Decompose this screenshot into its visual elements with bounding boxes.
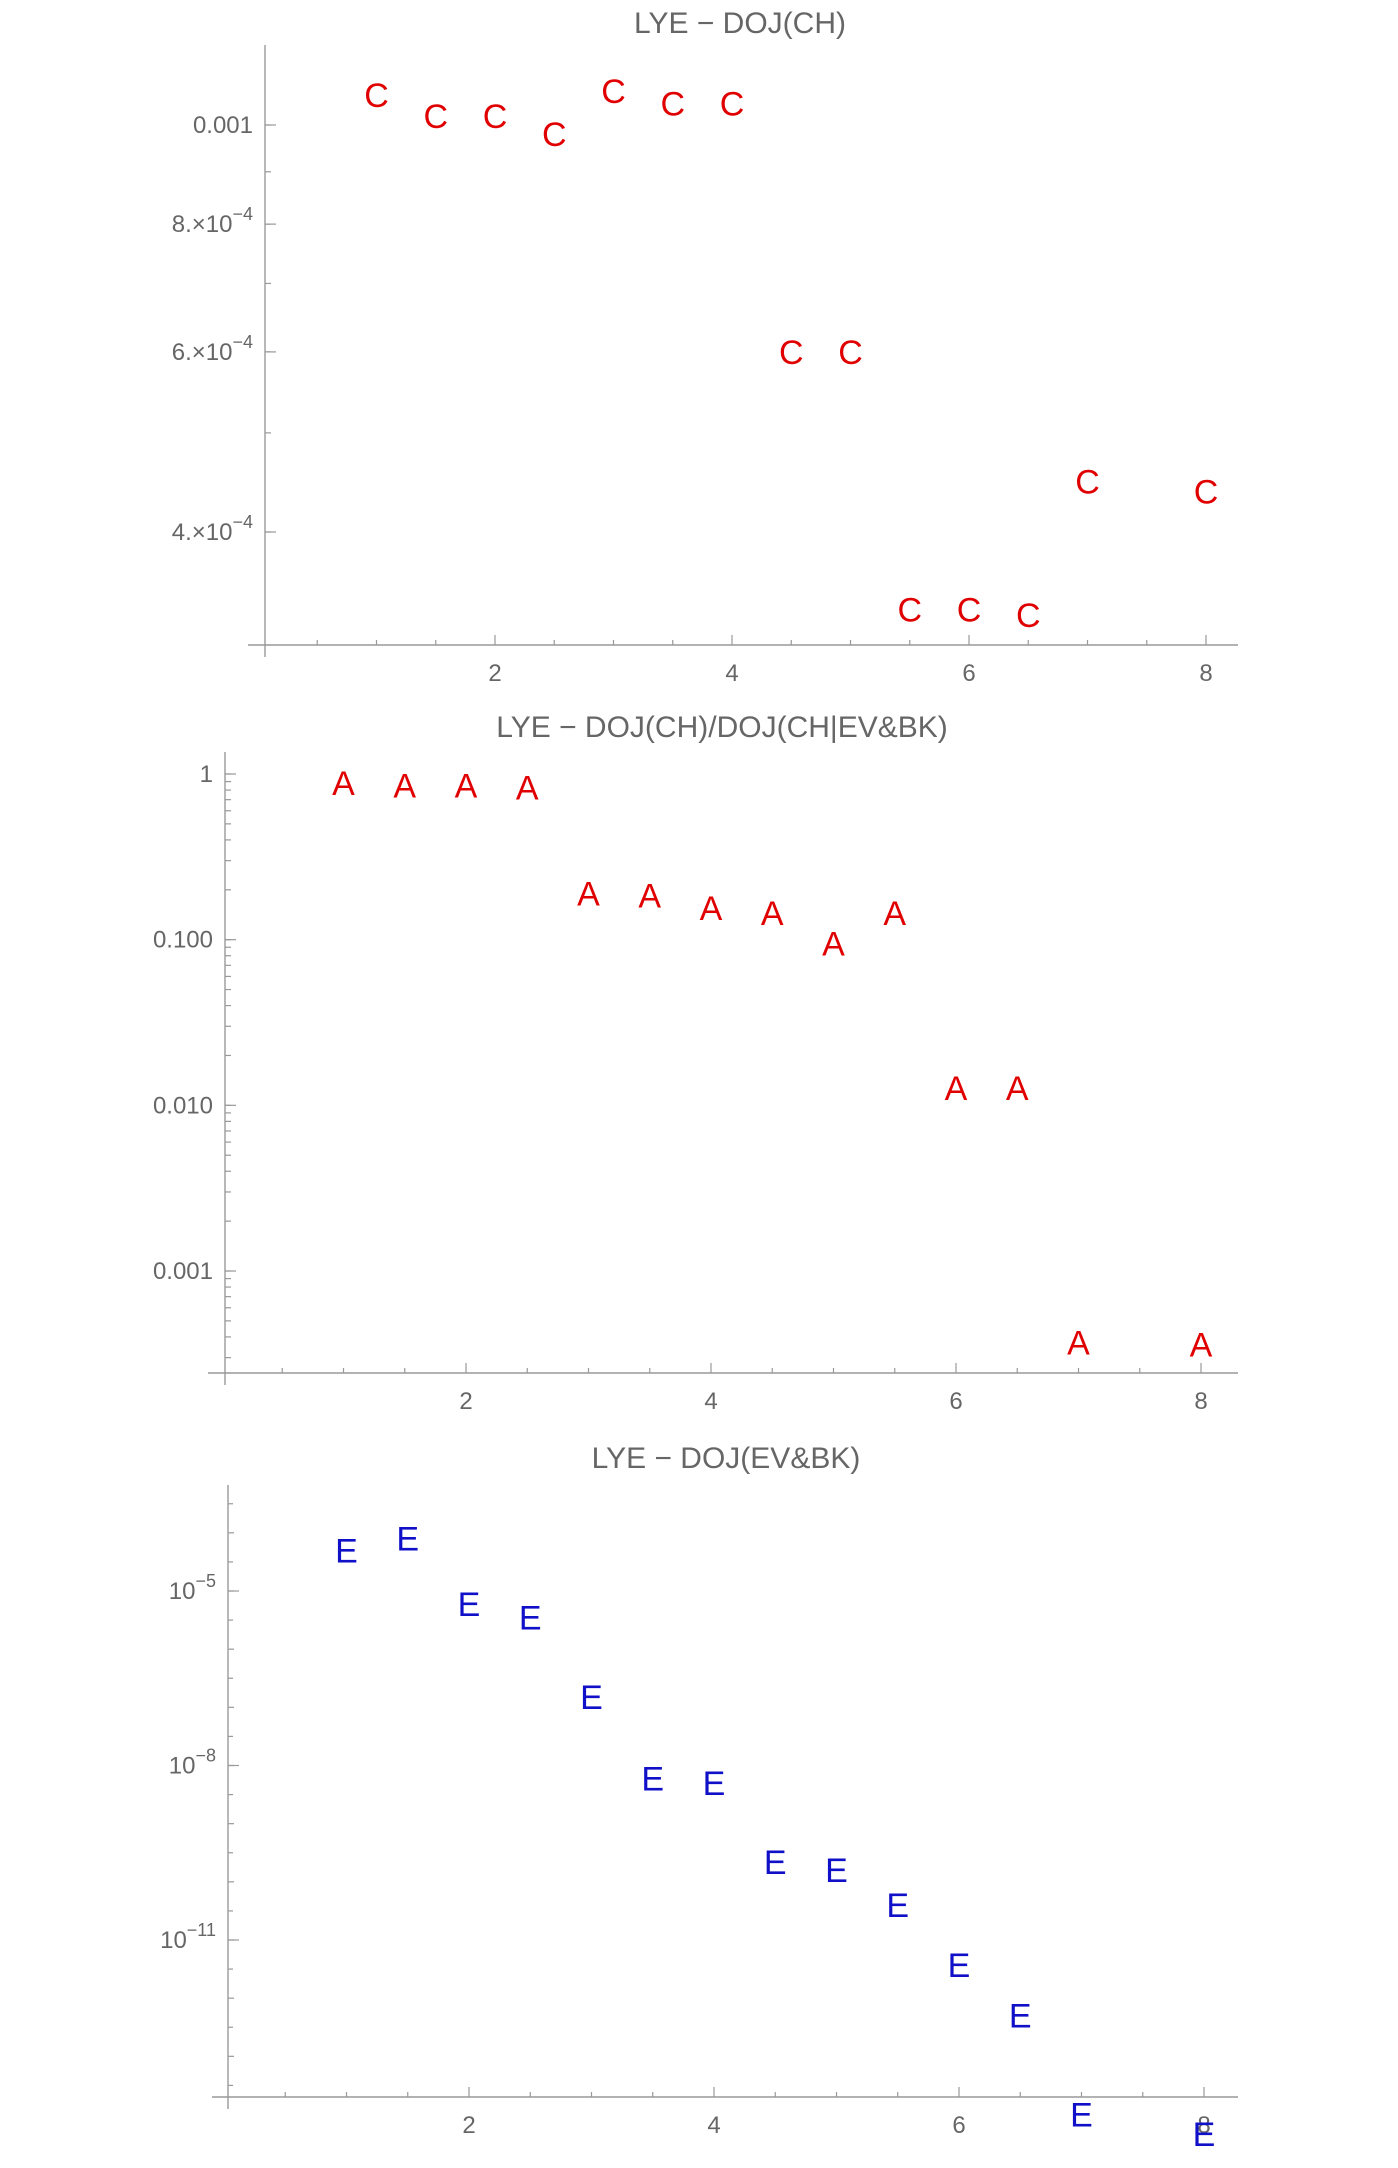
x-tick-label: 8 — [1199, 660, 1212, 687]
x-tick-label: 6 — [962, 660, 975, 687]
data-point-marker: C — [838, 334, 863, 372]
x-tick-label: 2 — [488, 660, 501, 687]
data-point-marker: A — [1190, 1327, 1213, 1365]
y-tick-label: 0.100 — [153, 927, 213, 954]
y-tick-label: 0.010 — [153, 1092, 213, 1119]
chart-title: LYE − DOJ(CH)/DOJ(CH|EV&BK) — [496, 711, 947, 744]
data-point-marker: E — [641, 1760, 664, 1798]
y-tick-label: 4.×10−4 — [172, 512, 253, 546]
data-point-marker: A — [822, 925, 845, 963]
data-point-marker: A — [577, 875, 600, 913]
data-point-marker: E — [519, 1600, 542, 1638]
y-tick-label: 6.×10−4 — [172, 332, 253, 366]
data-point-marker: E — [764, 1844, 787, 1882]
data-point-marker: A — [761, 895, 784, 933]
y-tick-label: 10−5 — [169, 1571, 216, 1605]
x-tick-label: 8 — [1197, 2112, 1210, 2139]
data-point-marker: E — [886, 1887, 909, 1925]
y-tick-label: 1 — [200, 761, 213, 788]
y-tick-label: 10−11 — [160, 1920, 216, 1954]
data-point-marker: C — [1016, 597, 1041, 635]
y-tick-label: 0.001 — [153, 1258, 213, 1285]
x-tick-label: 4 — [707, 2112, 720, 2139]
data-point-marker: A — [455, 768, 478, 806]
data-point-marker: E — [703, 1765, 726, 1803]
data-point-marker: E — [580, 1679, 603, 1717]
x-tick-label: 4 — [704, 1388, 717, 1415]
y-tick-label: 0.001 — [193, 112, 253, 139]
data-point-marker: C — [423, 98, 448, 136]
data-point-marker: E — [396, 1520, 419, 1558]
data-point-marker: C — [897, 591, 922, 629]
data-point-marker: C — [660, 85, 685, 123]
data-point-marker: C — [957, 591, 982, 629]
data-point-marker: E — [1193, 2116, 1216, 2154]
x-tick-label: 6 — [952, 2112, 965, 2139]
chart-doj-ch: LYE − DOJ(CH) 2 4 6 8 0.001 8.×10−4 6.×10−4 4.×1… — [172, 7, 1238, 687]
data-point-marker: E — [458, 1586, 481, 1624]
data-point-marker: A — [1067, 1325, 1090, 1363]
data-point-marker: C — [779, 334, 804, 372]
data-point-marker: C — [542, 116, 567, 154]
data-point-marker: A — [1006, 1070, 1029, 1108]
x-tick-label: 2 — [462, 2112, 475, 2139]
data-point-marker: C — [720, 85, 745, 123]
data-point-marker: A — [393, 768, 416, 806]
data-point-marker: E — [825, 1852, 848, 1890]
data-point-marker: A — [332, 765, 355, 803]
x-tick-label: 4 — [725, 660, 738, 687]
data-point-marker: A — [638, 877, 661, 915]
data-point-marker: C — [601, 73, 626, 111]
chart-doj-ratio: LYE − DOJ(CH)/DOJ(CH|EV&BK) 2 4 6 8 1 0.100 0.0… — [153, 711, 1238, 1415]
y-tick-label: 10−8 — [169, 1746, 216, 1780]
data-point-marker: A — [945, 1070, 968, 1108]
data-point-marker: C — [364, 77, 389, 115]
chart-doj-ev-bk: LYE − DOJ(EV&BK)2 4 6 810−510−810−11E EE EEE E… — [160, 1442, 1238, 2154]
data-point-marker: A — [883, 895, 906, 933]
data-point-marker: A — [516, 769, 539, 807]
data-point-marker: E — [1009, 1998, 1032, 2036]
data-point-marker: E — [335, 1532, 358, 1570]
chart-title: LYE − DOJ(EV&BK) — [592, 1442, 861, 1475]
data-point-marker: C — [1075, 464, 1100, 502]
y-tick-label: 8.×10−4 — [172, 204, 253, 238]
data-point-marker: E — [948, 1947, 971, 1985]
data-point-marker: C — [1194, 474, 1219, 512]
x-tick-label: 6 — [949, 1388, 962, 1415]
data-point-marker: C — [483, 98, 508, 136]
x-tick-label: 2 — [459, 1388, 472, 1415]
x-tick-label: 8 — [1194, 1388, 1207, 1415]
data-point-marker: A — [700, 890, 723, 928]
chart-title: LYE − DOJ(CH) — [634, 7, 846, 40]
data-point-marker: E — [1070, 2097, 1093, 2135]
